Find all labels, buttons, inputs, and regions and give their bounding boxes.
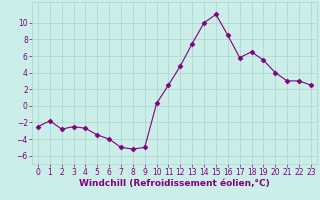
X-axis label: Windchill (Refroidissement éolien,°C): Windchill (Refroidissement éolien,°C) [79,179,270,188]
